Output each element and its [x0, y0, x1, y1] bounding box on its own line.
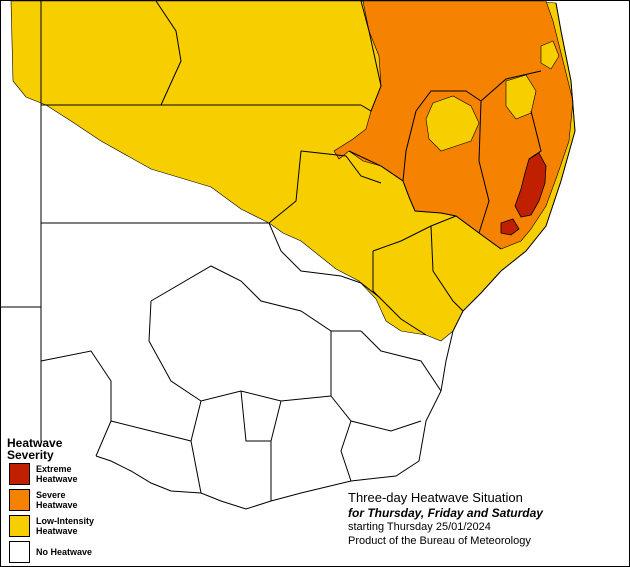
legend-title-line1: Heatwave [7, 436, 63, 450]
boundary-lines [1, 1, 576, 510]
legend-label-severe: Severe Heatwave [36, 490, 132, 510]
legend-title: Heatwave Severity [7, 437, 127, 461]
map-title: Three-day Heatwave Situation [348, 490, 523, 505]
legend-item-severe: Severe Heatwave [9, 489, 139, 513]
legend: Heatwave Severity Extreme Heatwave Sever… [7, 437, 127, 563]
legend-item-extreme: Extreme Heatwave [9, 463, 139, 487]
legend-label-line: Heatwave [36, 500, 78, 510]
legend-title-line2: Severity [7, 448, 54, 462]
legend-swatch-extreme [9, 463, 30, 485]
legend-label-low-intensity: Low-Intensity Heatwave [36, 516, 132, 536]
legend-label-line: Heatwave [36, 526, 78, 536]
legend-label-line: Low-Intensity [36, 516, 94, 526]
legend-label-line: Extreme [36, 464, 72, 474]
legend-swatch-none [9, 541, 30, 563]
map-start-date: starting Thursday 25/01/2024 [348, 521, 491, 533]
map-info: Three-day Heatwave Situation for Thursda… [348, 490, 618, 548]
legend-swatch-low-intensity [9, 515, 30, 537]
legend-item-low-intensity: Low-Intensity Heatwave [9, 515, 139, 539]
low-intensity-patch [540, 40, 560, 70]
legend-label-line: Severe [36, 490, 66, 500]
legend-label-none: No Heatwave [36, 547, 132, 557]
extreme-region [514, 152, 547, 218]
low-intensity-patch [425, 95, 480, 152]
map-credit: Product of the Bureau of Meteorology [348, 535, 531, 547]
legend-label-line: Heatwave [36, 474, 78, 484]
legend-label-line: No Heatwave [36, 547, 93, 557]
legend-item-none: No Heatwave [9, 541, 139, 565]
extreme-region [500, 218, 520, 236]
legend-label-extreme: Extreme Heatwave [36, 464, 132, 484]
map-days: for Thursday, Friday and Saturday [348, 506, 543, 520]
legend-swatch-severe [9, 489, 30, 511]
